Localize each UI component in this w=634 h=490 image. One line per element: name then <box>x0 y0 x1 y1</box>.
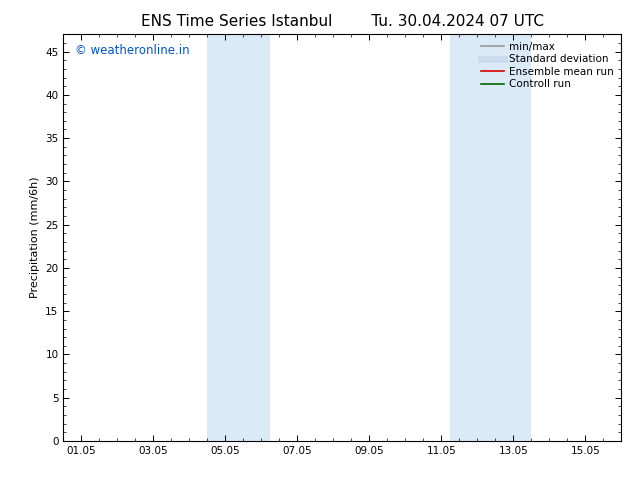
Y-axis label: Precipitation (mm/6h): Precipitation (mm/6h) <box>30 177 40 298</box>
Title: ENS Time Series Istanbul        Tu. 30.04.2024 07 UTC: ENS Time Series Istanbul Tu. 30.04.2024 … <box>141 14 544 29</box>
Text: © weatheronline.in: © weatheronline.in <box>75 45 189 57</box>
Bar <box>207 34 270 441</box>
Bar <box>450 34 531 441</box>
Legend: min/max, Standard deviation, Ensemble mean run, Controll run: min/max, Standard deviation, Ensemble me… <box>479 40 616 92</box>
